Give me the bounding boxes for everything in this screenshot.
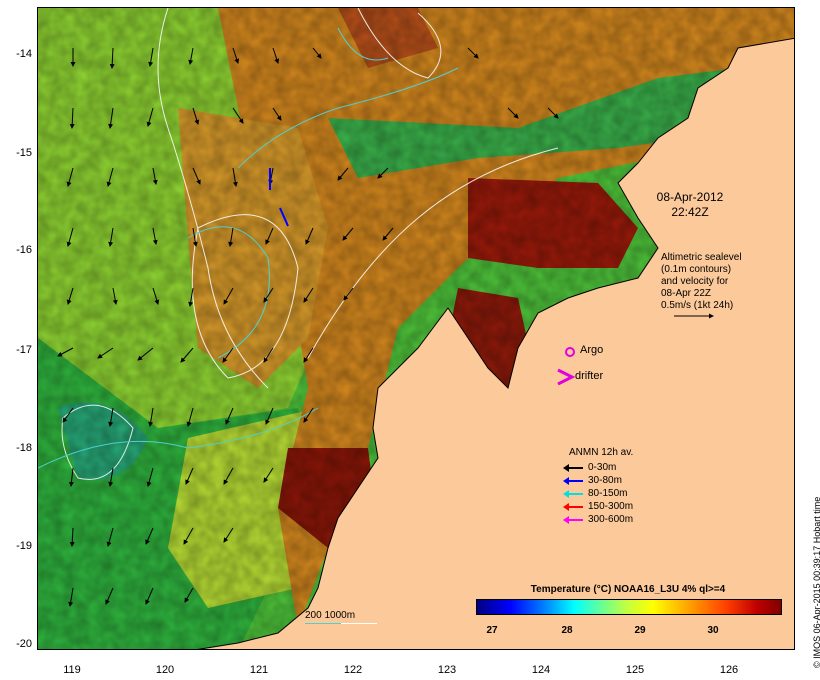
arrow-left-icon: [563, 489, 583, 498]
altimetry-legend: Altimetric sealevel (0.1m contours) and …: [661, 252, 742, 312]
depth-1000-line: [341, 623, 377, 624]
lat-tick-label: -18: [16, 442, 32, 454]
lon-tick-label: 124: [531, 664, 551, 676]
arrow-left-icon: [563, 502, 583, 511]
lon-tick-label: 119: [63, 664, 81, 676]
anmn-legend-entry: 300-600m: [563, 513, 633, 526]
map-date: 08-Apr-2012: [656, 190, 724, 204]
arrow-left-icon: [563, 515, 583, 524]
sealevel-contours: [61, 8, 559, 480]
drifter-marker: [557, 368, 576, 386]
altimetry-line: Altimetric sealevel: [661, 252, 742, 263]
map-time: 22:42Z: [671, 205, 709, 219]
lat-tick-label: -20: [16, 638, 32, 650]
lat-tick-label: -14: [16, 48, 32, 60]
credit-text: © IMOS 06-Apr-2015 00:39:17 Hobart time: [812, 496, 820, 668]
colorbar-tick: 30: [707, 625, 719, 636]
anmn-legend-entry: 150-300m: [563, 500, 633, 513]
depth-legend: 200 1000m: [305, 610, 377, 624]
arrow-left-icon: [563, 476, 583, 485]
land-coast: [197, 37, 794, 649]
anmn-legend-entry: 30-80m: [563, 474, 633, 487]
map-datetime: 08-Apr-2012 22:42Z: [640, 190, 740, 220]
lon-tick-label: 121: [249, 664, 269, 676]
anmn-legend: ANMN 12h av. 0-30m 30-80m 80-150m 150-30…: [563, 446, 633, 526]
altimetry-line: 08-Apr 22Z: [661, 288, 712, 299]
temperature-colorbar: [476, 599, 782, 615]
lon-tick-label: 120: [155, 664, 175, 676]
lat-tick-label: -19: [16, 540, 32, 552]
colorbar-title: Temperature (°C) NOAA16_L3U 4% ql>=4: [530, 584, 726, 595]
velocity-arrows: [57, 47, 559, 607]
lon-tick-label: 122: [343, 664, 363, 676]
altimetry-line: 0.5m/s (1kt 24h): [661, 300, 734, 311]
depth-200-line: [305, 623, 341, 624]
bathymetry-contours: [38, 27, 459, 469]
altimetry-line: (0.1m contours): [661, 264, 732, 275]
anmn-legend-label: 30-80m: [588, 475, 622, 486]
anmn-legend-title: ANMN 12h av.: [569, 447, 634, 458]
drifter-label: drifter: [575, 370, 604, 382]
colorbar-tick: 28: [561, 625, 573, 636]
colorbar-tick: 29: [634, 625, 646, 636]
anmn-legend-label: 150-300m: [588, 501, 634, 512]
map-frame: [37, 7, 795, 650]
lat-tick-label: -16: [16, 244, 32, 256]
lon-tick-label: 123: [437, 664, 457, 676]
anmn-legend-entry: 80-150m: [563, 487, 633, 500]
lat-tick-label: -15: [16, 147, 32, 159]
anmn-legend-label: 0-30m: [588, 462, 617, 473]
arrow-left-icon: [563, 463, 583, 472]
depth-legend-label: 200 1000m: [305, 610, 356, 621]
anmn-legend-label: 80-150m: [588, 488, 628, 499]
colorbar-tick: 27: [486, 625, 498, 636]
anmn-legend-entry: 0-30m: [563, 461, 633, 474]
lon-tick-label: 125: [625, 664, 645, 676]
altimetry-line: and velocity for: [661, 276, 729, 287]
lat-tick-label: -17: [16, 344, 32, 356]
anmn-legend-label: 300-600m: [588, 514, 634, 525]
anmn-mooring-arrows: [269, 168, 289, 227]
argo-label: Argo: [580, 344, 604, 356]
lon-tick-label: 126: [719, 664, 739, 676]
sst-map: [38, 8, 794, 649]
argo-marker: [565, 347, 575, 357]
